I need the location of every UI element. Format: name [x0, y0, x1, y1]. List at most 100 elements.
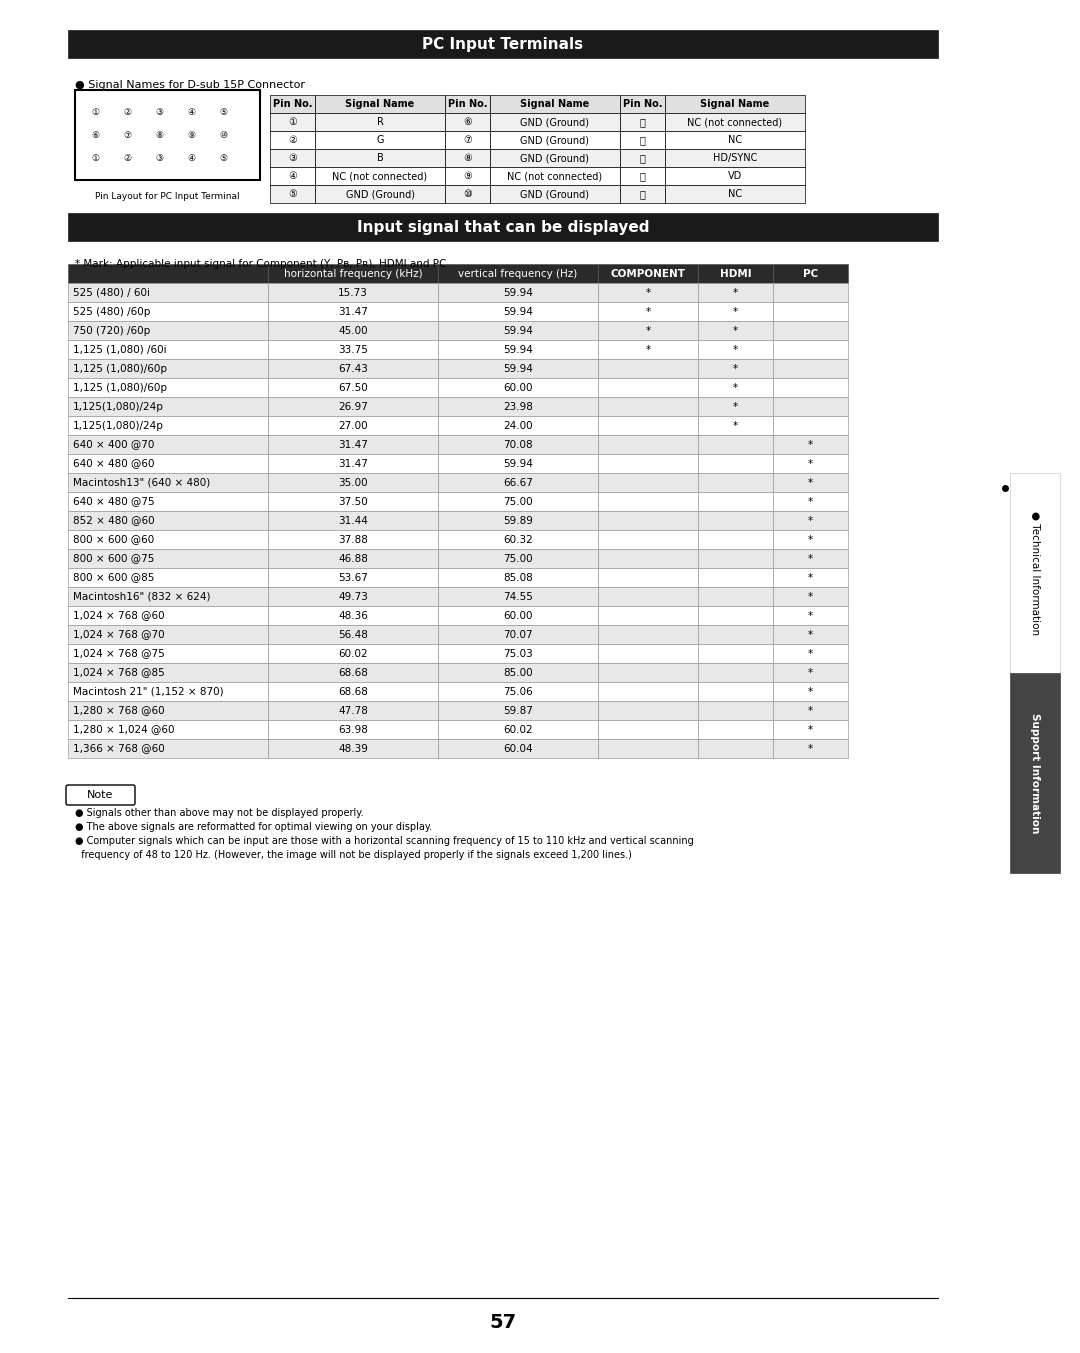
Bar — [598, 720, 698, 739]
Bar — [698, 530, 773, 549]
Text: ⑩: ⑩ — [219, 130, 227, 139]
Text: 59.94: 59.94 — [503, 307, 532, 317]
Bar — [598, 359, 698, 377]
Bar — [315, 166, 445, 185]
Bar — [598, 644, 698, 663]
Text: 85.00: 85.00 — [503, 667, 532, 678]
Bar — [438, 492, 598, 511]
Bar — [445, 95, 490, 114]
Text: 59.94: 59.94 — [503, 326, 532, 336]
Bar — [68, 436, 268, 455]
Bar — [268, 568, 438, 587]
Bar — [698, 511, 773, 530]
Text: 525 (480) / 60i: 525 (480) / 60i — [73, 287, 150, 298]
Bar — [268, 283, 438, 302]
Text: ②: ② — [123, 107, 131, 116]
Bar — [68, 739, 268, 758]
Bar — [698, 644, 773, 663]
Text: 46.88: 46.88 — [338, 553, 368, 563]
Text: *: * — [808, 478, 813, 487]
Bar — [438, 264, 598, 283]
Text: 68.68: 68.68 — [338, 667, 368, 678]
Text: 800 × 600 @60: 800 × 600 @60 — [73, 534, 154, 544]
Bar — [315, 114, 445, 131]
Bar — [438, 377, 598, 396]
Text: NC (not connected): NC (not connected) — [508, 170, 603, 181]
Bar — [773, 474, 848, 492]
Text: 57: 57 — [489, 1314, 516, 1333]
Text: ③: ③ — [154, 107, 163, 116]
Bar — [270, 149, 315, 166]
Bar — [68, 340, 268, 359]
Text: frequency of 48 to 120 Hz. (However, the image will not be displayed properly if: frequency of 48 to 120 Hz. (However, the… — [75, 850, 632, 861]
Bar — [270, 166, 315, 185]
Text: GND (Ground): GND (Ground) — [346, 189, 415, 199]
Bar — [773, 359, 848, 377]
Text: *: * — [808, 705, 813, 716]
Text: 33.75: 33.75 — [338, 345, 368, 354]
Text: ⑧: ⑧ — [463, 153, 472, 162]
Bar — [268, 720, 438, 739]
Bar — [773, 340, 848, 359]
Text: 47.78: 47.78 — [338, 705, 368, 716]
Bar — [698, 739, 773, 758]
Bar — [68, 492, 268, 511]
Text: 35.00: 35.00 — [338, 478, 368, 487]
Bar — [268, 455, 438, 474]
Bar — [268, 644, 438, 663]
Bar — [438, 474, 598, 492]
Bar — [598, 377, 698, 396]
Text: Pin No.: Pin No. — [448, 99, 487, 110]
Bar — [620, 185, 665, 203]
Text: 75.06: 75.06 — [503, 686, 532, 697]
Bar — [773, 739, 848, 758]
Bar — [773, 701, 848, 720]
Bar — [698, 701, 773, 720]
Bar — [438, 436, 598, 455]
Text: ⑤: ⑤ — [219, 107, 227, 116]
Bar — [773, 302, 848, 321]
Text: ④: ④ — [288, 170, 297, 181]
FancyBboxPatch shape — [66, 785, 135, 805]
Bar — [598, 682, 698, 701]
Text: R: R — [377, 116, 383, 127]
Text: *: * — [808, 515, 813, 525]
Bar — [490, 185, 620, 203]
Text: 525 (480) /60p: 525 (480) /60p — [73, 307, 150, 317]
Text: 640 × 480 @60: 640 × 480 @60 — [73, 459, 154, 468]
Bar — [773, 587, 848, 606]
Bar — [438, 511, 598, 530]
Text: 15.73: 15.73 — [338, 287, 368, 298]
Bar — [68, 682, 268, 701]
Bar — [268, 396, 438, 415]
Bar — [598, 625, 698, 644]
Text: 1,125 (1,080)/60p: 1,125 (1,080)/60p — [73, 383, 167, 392]
Text: *: * — [808, 686, 813, 697]
Text: *: * — [808, 572, 813, 583]
Text: horizontal frequency (kHz): horizontal frequency (kHz) — [284, 268, 422, 279]
Bar — [620, 95, 665, 114]
Text: *: * — [808, 459, 813, 468]
Text: ⑤: ⑤ — [219, 153, 227, 162]
Text: HD/SYNC: HD/SYNC — [713, 153, 757, 162]
Bar — [698, 415, 773, 436]
Bar — [268, 625, 438, 644]
Text: ⑩: ⑩ — [463, 189, 472, 199]
Bar — [438, 682, 598, 701]
Text: Signal Name: Signal Name — [521, 99, 590, 110]
Bar — [620, 131, 665, 149]
Bar — [445, 149, 490, 166]
Text: ①: ① — [288, 116, 297, 127]
Bar — [490, 131, 620, 149]
Text: Pin Layout for PC Input Terminal: Pin Layout for PC Input Terminal — [95, 192, 240, 202]
Text: 640 × 400 @70: 640 × 400 @70 — [73, 440, 154, 449]
Text: 45.00: 45.00 — [338, 326, 368, 336]
Bar — [1010, 672, 1059, 873]
Bar — [773, 720, 848, 739]
Text: 67.50: 67.50 — [338, 383, 368, 392]
Bar — [698, 549, 773, 568]
Text: *: * — [808, 440, 813, 449]
Bar — [68, 264, 268, 283]
Text: 800 × 600 @75: 800 × 600 @75 — [73, 553, 154, 563]
Bar — [598, 587, 698, 606]
